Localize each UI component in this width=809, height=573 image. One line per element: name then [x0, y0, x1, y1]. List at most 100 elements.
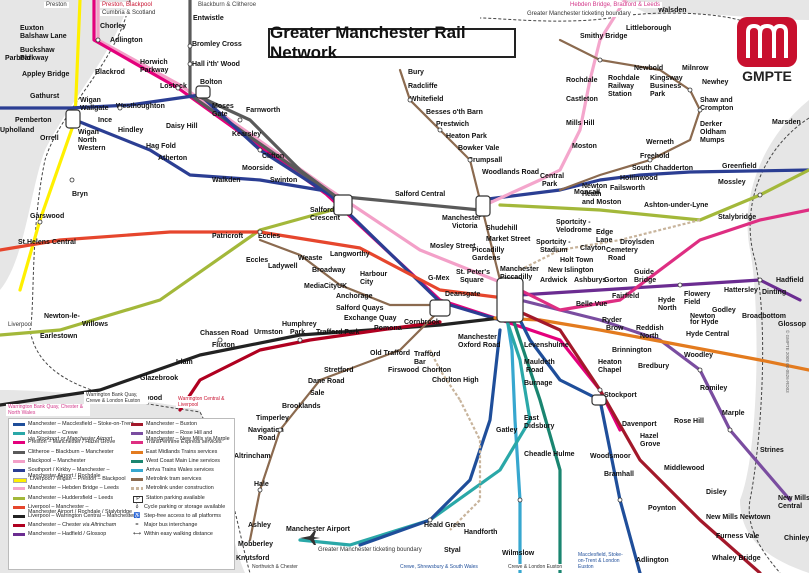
station-label[interactable]: Old Trafford — [370, 350, 410, 357]
station-label[interactable]: Mossley — [718, 179, 746, 186]
station-label[interactable]: Styal — [444, 547, 461, 554]
station-label[interactable]: Rochdale — [566, 77, 598, 84]
station-label[interactable]: Bramhall — [604, 471, 634, 478]
station-label[interactable]: Moorside — [242, 165, 273, 172]
station-label[interactable]: Wigan — [78, 129, 99, 136]
station-label[interactable]: Rochdale — [608, 75, 640, 82]
station-label[interactable]: Earlestown — [40, 333, 77, 340]
station-label[interactable]: Park — [650, 91, 665, 98]
station-label[interactable]: Bolton — [200, 79, 222, 86]
station-label[interactable]: Salford Quays — [336, 305, 384, 312]
station-label[interactable]: Parkway — [140, 67, 169, 74]
station-label[interactable]: Cornbrook — [404, 319, 440, 326]
station-label[interactable]: G-Mex — [428, 275, 450, 282]
station-label[interactable]: Walkden — [212, 177, 241, 184]
station-label[interactable]: Ashley — [248, 522, 271, 529]
station-label[interactable]: Freehold — [640, 153, 670, 160]
station-label[interactable]: Hale — [254, 481, 269, 488]
station-label[interactable]: Clayton — [580, 245, 606, 252]
station-label[interactable]: New Mills Newtown — [706, 514, 771, 521]
station-label[interactable]: Fairfield — [612, 293, 639, 300]
station-label[interactable]: Parkway — [20, 55, 49, 62]
station-label[interactable]: Newton — [582, 183, 607, 190]
station-label[interactable]: Crescent — [310, 215, 341, 222]
station-label[interactable]: Stockport — [604, 392, 637, 399]
station-label[interactable]: Atherton — [158, 155, 187, 162]
station-label[interactable]: Garswood — [30, 213, 64, 220]
station-label[interactable]: Irlam — [176, 359, 193, 366]
station-label[interactable]: Chorlton High — [432, 377, 479, 384]
station-label[interactable]: Brinnington — [612, 347, 652, 354]
station-label[interactable]: Pomona — [374, 325, 402, 332]
station-label[interactable]: Shaw and — [700, 97, 733, 104]
station-label[interactable]: Patricroft — [212, 233, 244, 240]
station-label[interactable]: Newbold — [634, 65, 663, 72]
station-label[interactable]: Square — [460, 277, 484, 284]
station-label[interactable]: Woodley — [684, 352, 713, 359]
station-label[interactable]: Burnage — [524, 380, 553, 387]
station-label[interactable]: Harbour — [360, 271, 388, 278]
station-label[interactable]: Brooklands — [282, 403, 321, 410]
station-label[interactable]: Humphrey — [282, 321, 317, 328]
station-label[interactable]: Western — [78, 145, 106, 152]
station-label[interactable]: Daisy Hill — [166, 123, 198, 130]
station-label[interactable]: Balshaw Lane — [20, 33, 67, 40]
station-label[interactable]: Monsall — [574, 189, 600, 196]
station-label[interactable]: Heath — [582, 191, 601, 198]
station-label[interactable]: Droylsden — [620, 239, 654, 246]
station-label[interactable]: Business — [650, 83, 681, 90]
stockport-interchange[interactable] — [591, 394, 607, 406]
station-label[interactable]: Ladywell — [268, 263, 298, 270]
station-label[interactable]: Sportcity - — [556, 219, 591, 226]
deansgate-interchange[interactable] — [429, 299, 451, 317]
station-label[interactable]: Willows — [82, 321, 108, 328]
station-label[interactable]: Newhey — [702, 79, 729, 86]
station-label[interactable]: Adlington — [636, 557, 669, 564]
station-label[interactable]: Hag Fold — [146, 143, 176, 150]
station-label[interactable]: Oxford Road — [458, 342, 500, 349]
station-label[interactable]: Dinting — [762, 289, 786, 296]
station-label[interactable]: Newton — [690, 313, 715, 320]
station-label[interactable]: Gardens — [472, 255, 501, 262]
station-label[interactable]: Mills Hill — [566, 120, 594, 127]
station-label[interactable]: Bury — [408, 69, 424, 76]
station-label[interactable]: Hollinwood — [620, 175, 658, 182]
station-label[interactable]: Ardwick — [540, 277, 567, 284]
station-label[interactable]: South Chadderton — [632, 165, 693, 172]
station-label[interactable]: Sportcity - — [536, 239, 571, 246]
station-label[interactable]: Glazebrook — [140, 375, 178, 382]
station-label[interactable]: Bridge — [634, 277, 656, 284]
station-label[interactable]: Bar — [414, 359, 426, 366]
salford-crescent-interchange[interactable] — [333, 194, 353, 216]
station-label[interactable]: Gathurst — [30, 93, 60, 100]
station-label[interactable]: Hall i'th' Wood — [192, 61, 240, 68]
station-label[interactable]: Failsworth — [610, 185, 645, 192]
station-label[interactable]: Bromley Cross — [192, 41, 242, 48]
station-label[interactable]: Stalybridge — [718, 214, 756, 221]
station-label[interactable]: Godley — [712, 307, 736, 314]
station-label[interactable]: Trafford Park — [316, 329, 360, 336]
station-label[interactable]: Whitefield — [410, 96, 443, 103]
station-label[interactable]: Ryder — [602, 317, 622, 324]
station-label[interactable]: Smithy Bridge — [580, 33, 628, 40]
station-label[interactable]: Grove — [640, 441, 660, 448]
station-label[interactable]: Pemberton — [15, 117, 52, 124]
station-label[interactable]: Eccles — [246, 257, 268, 264]
station-label[interactable]: Eccles — [258, 233, 280, 240]
station-label[interactable]: Gate — [212, 111, 228, 118]
station-label[interactable]: Reddish — [636, 325, 664, 332]
station-label[interactable]: Middlewood — [664, 465, 704, 472]
station-label[interactable]: Mosley Street — [430, 243, 476, 250]
station-label[interactable]: Upholland — [0, 127, 34, 134]
station-label[interactable]: Cemetery — [606, 247, 638, 254]
station-label[interactable]: Piccadilly — [472, 247, 504, 254]
station-label[interactable]: Anchorage — [336, 293, 373, 300]
station-label[interactable]: Road — [258, 435, 276, 442]
station-label[interactable]: Besses o'th Barn — [426, 109, 483, 116]
station-label[interactable]: Central — [540, 173, 564, 180]
station-label[interactable]: Chassen Road — [200, 330, 249, 337]
station-label[interactable]: Broadbottom — [742, 313, 786, 320]
station-label[interactable]: Ashburys — [574, 277, 606, 284]
station-label[interactable]: Manchester Airport — [286, 526, 351, 533]
station-label[interactable]: Clifton — [262, 153, 284, 160]
